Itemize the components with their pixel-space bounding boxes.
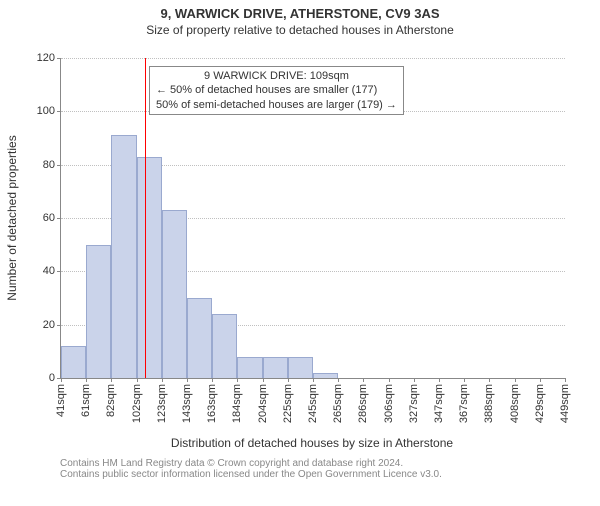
chart-title: 9, WARWICK DRIVE, ATHERSTONE, CV9 3AS <box>0 6 600 21</box>
xtick-mark <box>288 378 289 382</box>
ytick-label: 100 <box>37 105 55 117</box>
ytick-label: 40 <box>43 265 55 277</box>
xtick-mark <box>162 378 163 382</box>
xtick-label: 327sqm <box>408 384 420 423</box>
xtick-mark <box>137 378 138 382</box>
xtick-mark <box>565 378 566 382</box>
xtick-label: 347sqm <box>433 384 445 423</box>
xtick-mark <box>263 378 264 382</box>
xtick-label: 286sqm <box>357 384 369 423</box>
xtick-label: 61sqm <box>80 384 92 417</box>
xtick-mark <box>464 378 465 382</box>
xtick-label: 367sqm <box>458 384 470 423</box>
annotation-line: ← 50% of detached houses are smaller (17… <box>156 83 397 97</box>
histogram-bar <box>137 157 162 378</box>
xtick-label: 408sqm <box>509 384 521 423</box>
ytick-mark <box>57 58 61 59</box>
gridline <box>61 58 565 59</box>
xtick-label: 204sqm <box>257 384 269 423</box>
xtick-label: 388sqm <box>483 384 495 423</box>
xtick-label: 123sqm <box>156 384 168 423</box>
histogram-plot: 02040608010012041sqm61sqm82sqm102sqm123s… <box>60 58 565 379</box>
xtick-label: 163sqm <box>206 384 218 423</box>
ytick-label: 20 <box>43 319 55 331</box>
annotation-line: 9 WARWICK DRIVE: 109sqm <box>156 69 397 83</box>
histogram-bar <box>288 357 313 378</box>
xtick-mark <box>61 378 62 382</box>
footer-attribution: Contains HM Land Registry data © Crown c… <box>60 458 442 480</box>
xtick-label: 306sqm <box>383 384 395 423</box>
reference-annotation: 9 WARWICK DRIVE: 109sqm← 50% of detached… <box>149 66 404 115</box>
ytick-mark <box>57 218 61 219</box>
xtick-label: 82sqm <box>105 384 117 417</box>
x-axis-label: Distribution of detached houses by size … <box>60 436 564 450</box>
xtick-label: 449sqm <box>559 384 571 423</box>
ytick-label: 80 <box>43 159 55 171</box>
footer-line-2: Contains public sector information licen… <box>60 469 442 480</box>
xtick-mark <box>187 378 188 382</box>
xtick-label: 143sqm <box>181 384 193 423</box>
xtick-label: 225sqm <box>282 384 294 423</box>
xtick-mark <box>86 378 87 382</box>
histogram-bar <box>61 346 86 378</box>
xtick-label: 102sqm <box>131 384 143 423</box>
xtick-mark <box>363 378 364 382</box>
xtick-mark <box>338 378 339 382</box>
histogram-bar <box>111 135 136 378</box>
y-axis-label: Number of detached properties <box>5 135 19 300</box>
histogram-bar <box>237 357 262 378</box>
ytick-label: 120 <box>37 52 55 64</box>
xtick-label: 41sqm <box>55 384 67 417</box>
ytick-label: 0 <box>49 372 55 384</box>
xtick-mark <box>237 378 238 382</box>
xtick-mark <box>111 378 112 382</box>
xtick-mark <box>515 378 516 382</box>
xtick-mark <box>414 378 415 382</box>
footer-line-1: Contains HM Land Registry data © Crown c… <box>60 458 442 469</box>
xtick-mark <box>313 378 314 382</box>
histogram-bar <box>313 373 338 378</box>
histogram-bar <box>187 298 212 378</box>
histogram-bar <box>263 357 288 378</box>
ytick-mark <box>57 111 61 112</box>
histogram-bar <box>162 210 187 378</box>
ytick-mark <box>57 271 61 272</box>
xtick-mark <box>389 378 390 382</box>
reference-line <box>145 58 146 378</box>
xtick-mark <box>540 378 541 382</box>
xtick-mark <box>439 378 440 382</box>
ytick-mark <box>57 325 61 326</box>
xtick-mark <box>212 378 213 382</box>
xtick-label: 429sqm <box>534 384 546 423</box>
ytick-label: 60 <box>43 212 55 224</box>
histogram-bar <box>212 314 237 378</box>
xtick-label: 184sqm <box>231 384 243 423</box>
xtick-label: 265sqm <box>332 384 344 423</box>
annotation-line: 50% of semi-detached houses are larger (… <box>156 98 397 112</box>
xtick-label: 245sqm <box>307 384 319 423</box>
chart-subtitle: Size of property relative to detached ho… <box>0 23 600 37</box>
xtick-mark <box>489 378 490 382</box>
histogram-bar <box>86 245 111 378</box>
ytick-mark <box>57 165 61 166</box>
